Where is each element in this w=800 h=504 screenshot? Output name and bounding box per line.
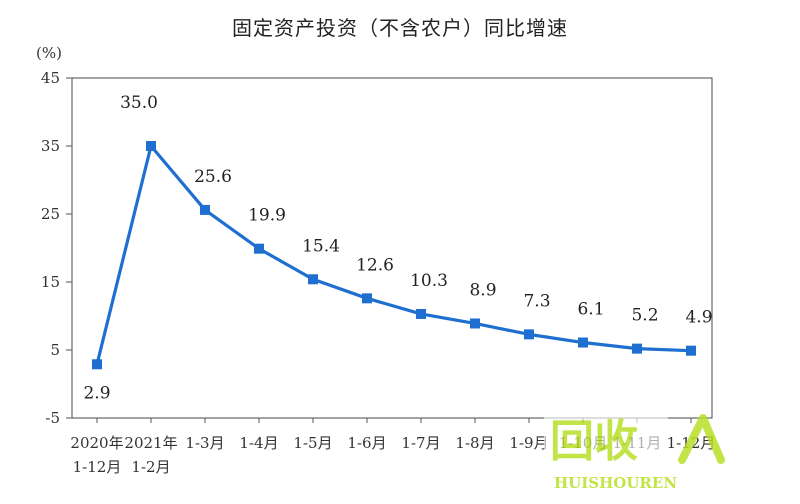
data-point <box>146 141 156 151</box>
data-point <box>362 293 372 304</box>
watermark-main-bg <box>544 412 668 468</box>
watermark-mark-icon <box>678 414 725 464</box>
data-value-label: 35.0 <box>120 93 158 113</box>
data-point <box>686 345 696 356</box>
data-value-label: 7.3 <box>523 291 550 311</box>
y-axis-unit-label: (%) <box>36 44 62 62</box>
data-value-label: 8.9 <box>469 280 496 300</box>
y-tick-label: -5 <box>45 409 60 427</box>
data-value-label: 2.9 <box>83 383 110 403</box>
watermark-main-text: 回收 <box>550 416 638 467</box>
data-point <box>578 337 588 348</box>
x-tick-label: 1-6月 <box>347 434 386 452</box>
data-point <box>416 308 426 319</box>
series-line <box>95 144 693 366</box>
x-tick-label: 1-4月 <box>239 434 278 452</box>
plot-frame <box>71 77 713 419</box>
data-point <box>632 343 642 354</box>
x-tick-label: 1-8月 <box>455 434 494 452</box>
data-value-label: 25.6 <box>194 167 232 187</box>
x-tick-label: 1-5月 <box>293 434 332 452</box>
x-tick-label: 1-12月 <box>73 458 122 476</box>
y-tick-label: 15 <box>41 273 60 291</box>
data-value-label: 5.2 <box>631 306 658 326</box>
x-tick-label: 2021年 <box>124 434 177 452</box>
x-tick-label: 1-7月 <box>401 434 440 452</box>
value-labels: 2.9 35.0 25.6 19.9 15.4 12.6 10.3 8.9 7.3 6.1 5.2 4… <box>83 93 712 403</box>
watermark-sub-text: HUISHOUREN <box>554 474 677 492</box>
data-point <box>254 243 264 254</box>
data-value-label: 4.9 <box>685 308 712 328</box>
series-points <box>92 141 696 370</box>
chart-title: 固定资产投资（不含农户）同比增速 <box>232 16 568 40</box>
x-tick-label: 1-2月 <box>131 458 170 476</box>
data-point <box>524 329 534 340</box>
y-tick-label: 35 <box>41 137 60 155</box>
x-tick-label: 1-3月 <box>185 434 224 452</box>
data-value-label: 12.6 <box>356 255 394 275</box>
y-tick-label: 5 <box>50 341 60 359</box>
data-point <box>470 318 480 329</box>
watermark-logo: 回收 HUISHOUREN <box>544 412 725 492</box>
y-tick-label: 25 <box>41 205 60 223</box>
data-point <box>308 274 318 285</box>
data-value-label: 19.9 <box>248 206 286 226</box>
data-value-label: 6.1 <box>577 300 604 320</box>
data-value-label: 10.3 <box>410 271 448 291</box>
y-axis-ticks: 45 35 25 15 5 -5 <box>41 69 72 427</box>
data-point <box>92 359 102 370</box>
y-tick-label: 45 <box>41 69 60 87</box>
data-point <box>200 204 210 215</box>
x-tick-label: 2020年 <box>70 434 123 452</box>
x-tick-label: 1-9月 <box>509 434 548 452</box>
data-value-label: 15.4 <box>302 236 340 256</box>
